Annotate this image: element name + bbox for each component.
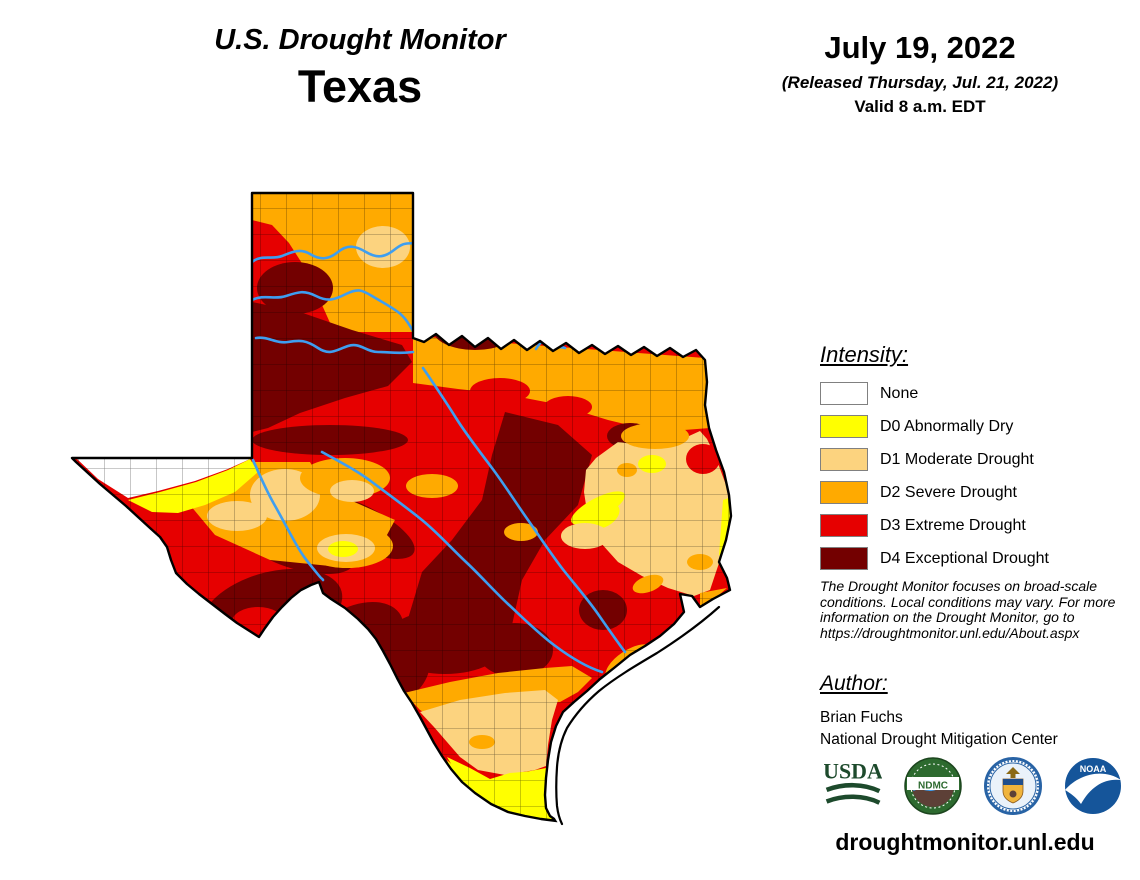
legend-swatch-d4 — [820, 547, 868, 570]
footer-url: droughtmonitor.unl.edu — [835, 829, 1095, 855]
legend-item-d4: D4 Exceptional Drought — [820, 547, 1138, 570]
date-block: July 19, 2022 (Released Thursday, Jul. 2… — [770, 30, 1070, 117]
ndmc-logo: NDMC — [904, 757, 962, 815]
river-lines — [250, 241, 627, 674]
legend-label: D4 Exceptional Drought — [880, 549, 1049, 567]
legend-item-d3: D3 Extreme Drought — [820, 514, 1138, 537]
legend-swatch-none — [820, 382, 868, 405]
report-date: July 19, 2022 — [824, 30, 1016, 65]
legend-swatch-d0 — [820, 415, 868, 438]
usda-logo: USDA — [824, 758, 882, 805]
usda-label: USDA — [824, 758, 882, 783]
ndmc-label: NDMC — [918, 781, 948, 792]
legend-label: D2 Severe Drought — [880, 483, 1017, 501]
state-title: Texas — [297, 61, 423, 112]
logo-row: USDA NDMC NOAA — [824, 757, 1136, 815]
intensity-legend: Intensity: None D0 Abnormally Dry D1 Mod… — [820, 342, 1138, 580]
valid-time: Valid 8 a.m. EDT — [854, 97, 986, 116]
barrier-islands — [550, 602, 721, 826]
legend-label: D1 Moderate Drought — [880, 450, 1034, 468]
legend-swatch-d3 — [820, 514, 868, 537]
noaa-label: NOAA — [1080, 764, 1107, 774]
commerce-seal-logo — [984, 757, 1042, 815]
legend-swatch-d2 — [820, 481, 868, 504]
legend-label: D3 Extreme Drought — [880, 516, 1026, 534]
noaa-logo: NOAA — [1065, 758, 1121, 814]
author-block: Author: Brian Fuchs National Drought Mit… — [820, 672, 1138, 749]
legend-heading: Intensity: — [820, 342, 909, 367]
author-name: Brian Fuchs — [820, 709, 903, 726]
legend-label: None — [880, 384, 919, 402]
legend-item-d2: D2 Severe Drought — [820, 481, 1138, 504]
page-title: U.S. Drought Monitor — [214, 24, 506, 56]
legend-item-d1: D1 Moderate Drought — [820, 448, 1138, 471]
legend-swatch-d1 — [820, 448, 868, 471]
title-block: U.S. Drought Monitor Texas — [150, 24, 570, 113]
legend-item-none: None — [820, 382, 1138, 405]
state-border — [70, 191, 733, 823]
county-grid — [72, 193, 731, 821]
legend-label: D0 Abnormally Dry — [880, 417, 1014, 435]
disclaimer-text: The Drought Monitor focuses on broad-sca… — [820, 578, 1116, 641]
author-heading: Author: — [820, 672, 888, 695]
drought-fill-regions — [72, 193, 731, 821]
released-date: (Released Thursday, Jul. 21, 2022) — [781, 73, 1059, 92]
legend-item-d0: D0 Abnormally Dry — [820, 415, 1138, 438]
author-organization: National Drought Mitigation Center — [820, 731, 1058, 748]
